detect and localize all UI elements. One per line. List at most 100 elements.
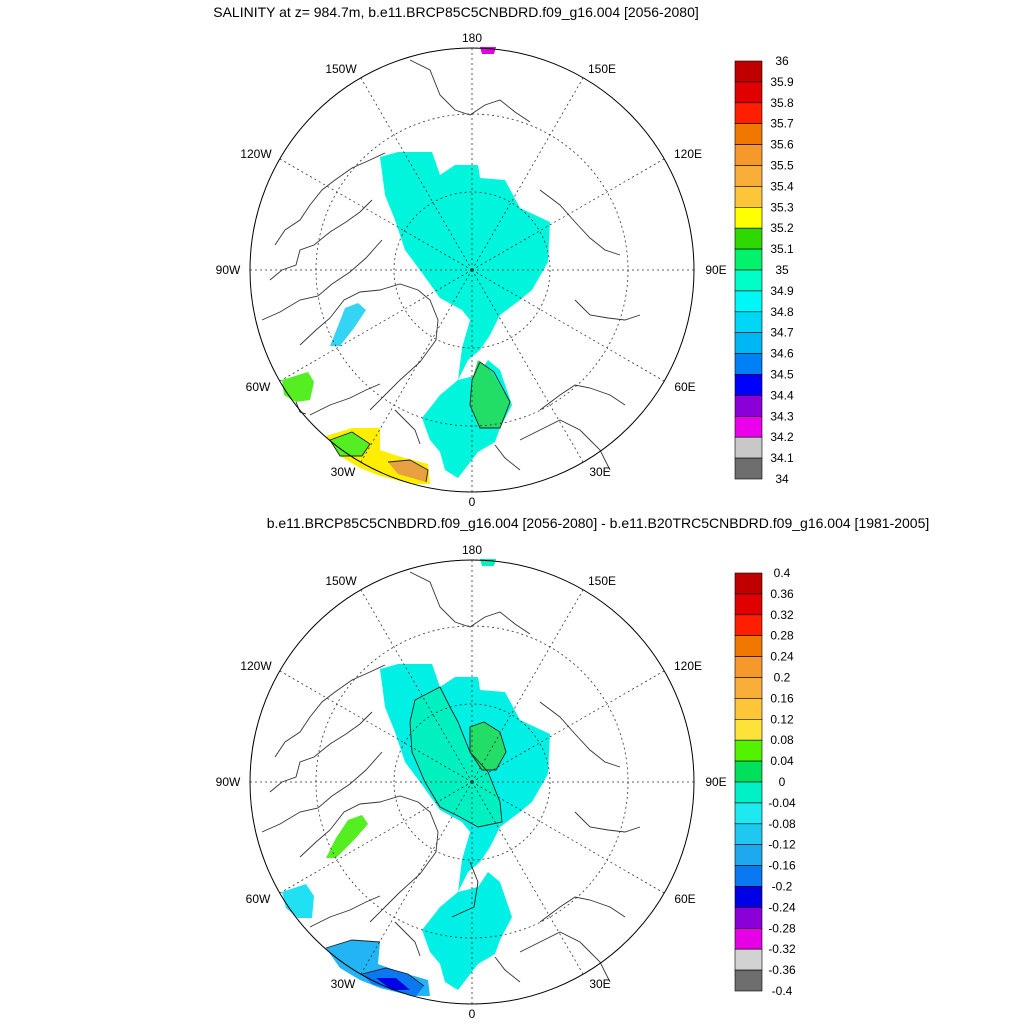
colorbar-bottom-swatch xyxy=(734,593,763,616)
lon-label-120w: 120W xyxy=(240,659,272,673)
colorbar-top-label: 34.6 xyxy=(770,347,794,361)
colorbar-top-swatch xyxy=(734,227,763,250)
top-map-title: SALINITY at z= 984.7m, b.e11.BRCP85C5CNB… xyxy=(213,4,699,20)
lon-label-60w: 60W xyxy=(246,380,271,394)
colorbar-top-label: 34.2 xyxy=(770,430,794,444)
coastlines xyxy=(261,59,641,471)
colorbar-bottom-swatch xyxy=(734,781,763,804)
colorbar-bottom-swatch xyxy=(734,927,763,950)
colorbar-top-label: 34.3 xyxy=(770,409,794,423)
colorbar-bottom-label: -0.32 xyxy=(768,942,796,956)
colorbar-bottom-label: -0.04 xyxy=(768,796,796,810)
coastlines xyxy=(261,571,641,983)
colorbar-bottom-label: 0.28 xyxy=(770,629,794,643)
colorbar-bottom-swatch xyxy=(734,969,763,992)
colorbar-top-label: 35.2 xyxy=(770,221,794,235)
colorbar-bottom-label: -0.4 xyxy=(772,984,793,998)
lon-label-180: 180 xyxy=(462,31,482,45)
colorbar-top-label: 34.7 xyxy=(770,326,794,340)
lon-label-0: 0 xyxy=(469,495,476,509)
colorbar-top-label: 35.9 xyxy=(770,75,794,89)
lon-label-60e: 60E xyxy=(674,892,695,906)
lon-label-90w: 90W xyxy=(216,263,241,277)
colorbar-top-label: 34.8 xyxy=(770,305,794,319)
colorbar-top-label: 35.1 xyxy=(770,242,794,256)
colorbar-top-swatch xyxy=(734,395,763,417)
colorbar-bottom-label: 0.36 xyxy=(770,587,794,601)
lon-label-90e: 90E xyxy=(705,263,726,277)
colorbar-bottom-swatch xyxy=(734,677,763,699)
lon-label-150e: 150E xyxy=(588,574,616,588)
colorbar-top-label: 35.3 xyxy=(770,200,794,214)
colorbar-top-swatch xyxy=(734,269,763,292)
colorbar-bottom-swatch xyxy=(734,760,763,783)
colorbar-top: 36 35.9 35.8 35.7 35.6 35.5 35.4 35.3 35.2 35.1 35… xyxy=(734,54,794,486)
graticule xyxy=(250,48,694,492)
colorbar-top-swatch xyxy=(734,165,763,187)
colorbar-bottom-label: -0.12 xyxy=(768,838,796,852)
colorbar-bottom-swatch xyxy=(734,907,763,929)
colorbar-bottom-swatch xyxy=(734,948,763,971)
colorbar-top-label: 34.9 xyxy=(770,284,794,298)
colorbar-top-label: 35.4 xyxy=(770,179,794,193)
map-boundary xyxy=(249,559,695,1005)
colorbar-top-swatch xyxy=(734,60,763,83)
colorbar-bottom-label: 0.2 xyxy=(774,671,791,685)
colorbar-top-label: 35 xyxy=(775,263,789,277)
colorbar-bottom-swatch xyxy=(734,844,763,866)
colorbar-top-swatch xyxy=(734,81,763,104)
colorbar-bottom-swatch xyxy=(734,865,763,887)
longitude-labels: 180 150W 150E 120W 120E 90W 90E 60W 60E … xyxy=(216,543,727,1021)
colorbar-top-label: 35.7 xyxy=(770,117,794,131)
lon-label-60w: 60W xyxy=(246,892,271,906)
lon-label-30e: 30E xyxy=(589,977,610,991)
colorbar-bottom-label: 0.16 xyxy=(770,691,794,705)
colorbar-bottom-label: -0.24 xyxy=(768,900,796,914)
colorbar-top-swatch xyxy=(734,374,763,396)
colorbar-bottom-label: -0.36 xyxy=(768,963,796,977)
colorbar-bottom-label: 0.32 xyxy=(770,608,794,622)
colorbar-bottom-swatch xyxy=(734,739,763,762)
colorbar-bottom-label: 0.08 xyxy=(770,733,794,747)
colorbar-bottom-swatch xyxy=(734,886,763,908)
graticule xyxy=(250,560,694,1004)
contour-lines xyxy=(295,361,511,483)
colorbar-top-swatch xyxy=(734,436,763,459)
colorbar-bottom-swatch xyxy=(734,635,763,657)
colorbar-top-label: 34.5 xyxy=(770,368,794,382)
colorbar-bottom-label: -0.28 xyxy=(768,921,796,935)
bottom-map-title: b.e11.BRCP85C5CNBDRD.f09_g16.004 [2056-2… xyxy=(266,515,930,531)
colorbar-top-swatch xyxy=(734,144,763,166)
colorbar-top-swatch xyxy=(734,290,763,313)
lon-label-180: 180 xyxy=(462,543,482,557)
lon-label-30e: 30E xyxy=(589,465,610,479)
longitude-labels: 180 150W 150E 120W 120E 90W 90E 60W 60E … xyxy=(216,31,727,509)
colorbar-top-swatch xyxy=(734,186,763,208)
salinity-field xyxy=(282,47,550,484)
colorbar-bottom-label: 0.24 xyxy=(770,650,794,664)
lon-label-120e: 120E xyxy=(674,147,702,161)
top-polar-map: 180 150W 150E 120W 120E 90W 90E 60W 60E … xyxy=(216,31,794,509)
bottom-polar-map: 180 150W 150E 120W 120E 90W 90E 60W 60E … xyxy=(216,543,796,1021)
colorbar-bottom-swatch xyxy=(734,802,763,825)
colorbar-top-swatch xyxy=(734,248,763,271)
colorbar-top-label: 35.6 xyxy=(770,138,794,152)
colorbar-bottom-label: -0.2 xyxy=(772,880,793,894)
colorbar-bottom-swatch xyxy=(734,614,763,637)
colorbar-top-swatch xyxy=(734,457,763,480)
colorbar-bottom-swatch xyxy=(734,823,763,845)
colorbar-bottom-swatch xyxy=(734,656,763,678)
lon-label-150e: 150E xyxy=(588,62,616,76)
colorbar-bottom-swatch xyxy=(734,719,763,741)
colorbar-bottom-label: -0.08 xyxy=(768,817,796,831)
lon-label-120e: 120E xyxy=(674,659,702,673)
lon-label-90w: 90W xyxy=(216,775,241,789)
colorbar-bottom: 0.4 0.36 0.32 0.28 0.24 0.2 0.16 0.12 0.08 0.04 0 -… xyxy=(734,566,796,998)
colorbar-top-swatch xyxy=(734,123,763,145)
map-boundary xyxy=(249,47,695,493)
colorbar-bottom-swatch xyxy=(734,698,763,720)
contour-lines xyxy=(325,686,507,987)
lon-label-150w: 150W xyxy=(325,574,357,588)
difference-field xyxy=(282,559,550,996)
colorbar-bottom-label: 0.04 xyxy=(770,754,794,768)
